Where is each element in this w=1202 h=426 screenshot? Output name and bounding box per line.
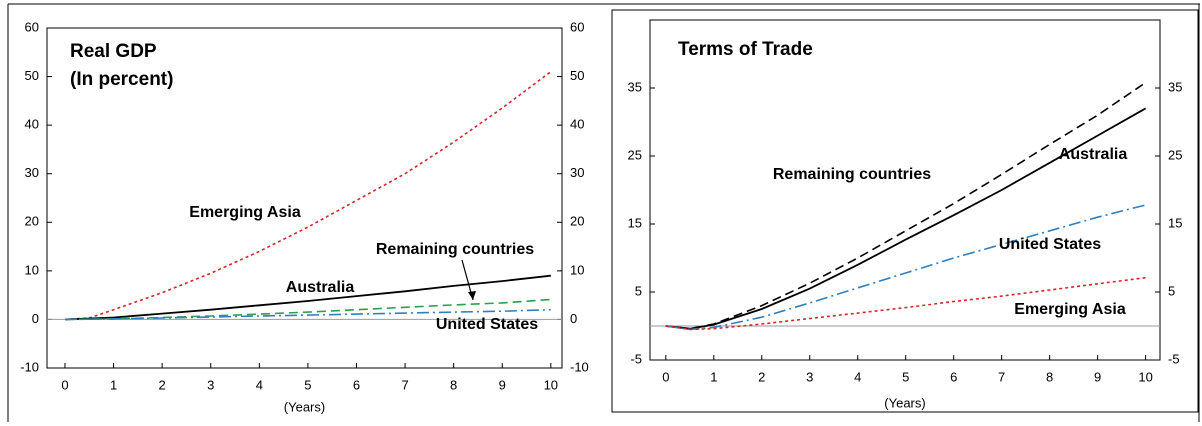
series-label: Remaining countries — [773, 166, 931, 183]
y2-tick-label: 25 — [1168, 147, 1182, 162]
y-tick-label: 40 — [25, 117, 39, 132]
series-label: United States — [999, 236, 1101, 253]
y2-tick-label: 30 — [570, 165, 584, 180]
x-tick-label: 0 — [61, 377, 68, 392]
x-tick-label: 10 — [1138, 369, 1152, 384]
x-tick-label: 3 — [207, 377, 214, 392]
x-tick-label: 5 — [304, 377, 311, 392]
x-tick-label: 0 — [662, 369, 669, 384]
y2-tick-label: 40 — [570, 117, 584, 132]
y-tick-label: 10 — [25, 262, 39, 277]
chart-subtitle: (In percent) — [70, 69, 173, 90]
y-tick-label: 20 — [25, 214, 39, 229]
x-tick-label: 1 — [710, 369, 717, 384]
x-tick-label: 2 — [159, 377, 166, 392]
x-tick-label: 9 — [499, 377, 506, 392]
y-tick-label: 25 — [628, 147, 642, 162]
x-tick-label: 1 — [110, 377, 117, 392]
y2-tick-label: 60 — [570, 19, 584, 34]
y2-tick-label: 5 — [1168, 283, 1175, 298]
panel-frame — [611, 9, 1199, 413]
x-tick-label: 4 — [256, 377, 263, 392]
y-tick-label: 30 — [25, 165, 39, 180]
series-line — [665, 81, 1147, 330]
plot-frame — [46, 27, 563, 369]
x-tick-label: 3 — [806, 369, 813, 384]
x-tick-label: 5 — [902, 369, 909, 384]
y2-tick-label: 50 — [570, 68, 584, 83]
series-line — [665, 107, 1147, 330]
y-tick-label: 35 — [628, 79, 642, 94]
arrow-head — [468, 291, 476, 300]
series-line — [665, 204, 1146, 331]
y-tick-label: 0 — [32, 311, 39, 326]
series-label: Remaining countries — [376, 241, 534, 258]
series-line — [64, 71, 552, 321]
x-tick-label: 6 — [950, 369, 957, 384]
x-tick-label: 7 — [998, 369, 1005, 384]
x-tick-label: 2 — [758, 369, 765, 384]
y-tick-label: -10 — [20, 359, 39, 374]
series-label: Australia — [1059, 146, 1128, 163]
y2-tick-label: -5 — [1168, 351, 1180, 366]
y2-tick-label: 20 — [570, 214, 584, 229]
chart-title: Terms of Trade — [678, 39, 813, 60]
series-line — [665, 276, 1146, 331]
x-tick-label: 4 — [854, 369, 861, 384]
series-line — [64, 308, 551, 321]
plot-frame — [649, 19, 1161, 361]
x-tick-label: 8 — [1046, 369, 1053, 384]
series-label: United States — [436, 316, 538, 333]
y-tick-label: 50 — [25, 68, 39, 83]
x-tick-label: 7 — [401, 377, 408, 392]
series-label: Emerging Asia — [189, 204, 301, 221]
series-line — [64, 274, 551, 321]
x-tick-label: 10 — [544, 377, 558, 392]
y-tick-label: 5 — [635, 283, 642, 298]
y-tick-label: -5 — [630, 351, 642, 366]
series-label: Australia — [286, 279, 355, 296]
series-label: Emerging Asia — [1014, 301, 1126, 318]
y2-tick-label: 10 — [570, 262, 584, 277]
y2-tick-label: 0 — [570, 311, 577, 326]
chart-title: Real GDP — [70, 41, 157, 62]
x-axis-title: (Years) — [284, 399, 325, 414]
x-axis-title: (Years) — [884, 395, 925, 410]
x-tick-label: 6 — [353, 377, 360, 392]
y-tick-label: 60 — [25, 19, 39, 34]
y2-tick-label: 35 — [1168, 79, 1182, 94]
y-tick-label: 15 — [628, 215, 642, 230]
y2-tick-label: -10 — [570, 359, 589, 374]
y2-tick-label: 15 — [1168, 215, 1182, 230]
x-tick-label: 8 — [450, 377, 457, 392]
x-tick-label: 9 — [1094, 369, 1101, 384]
